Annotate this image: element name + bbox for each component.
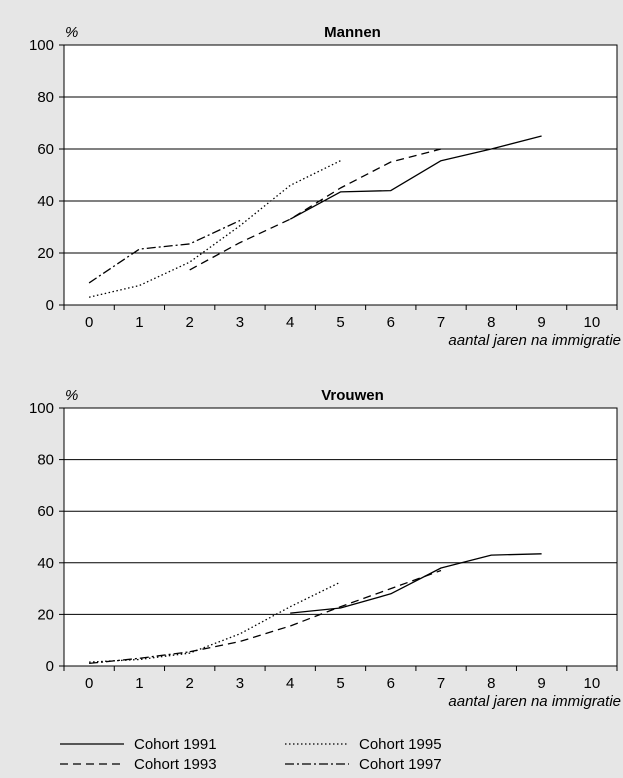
chart-title: Mannen — [324, 24, 381, 41]
legend-label: Cohort 1991 — [134, 735, 217, 753]
legend-swatch-solid — [60, 743, 124, 745]
legend: Cohort 1991 Cohort 1995 Cohort 1993 Coho… — [60, 726, 600, 776]
x-tick-label: 0 — [85, 314, 93, 331]
x-axis-label: aantal jaren na immigratie — [448, 693, 621, 710]
legend-item-cohort-1993: Cohort 1993 — [60, 754, 217, 774]
legend-swatch-dashdot — [285, 763, 349, 765]
legend-item-cohort-1997: Cohort 1997 — [285, 754, 442, 774]
x-tick-label: 1 — [135, 314, 143, 331]
x-tick-label: 7 — [437, 675, 445, 692]
x-tick-label: 10 — [584, 314, 601, 331]
series-line-cohort-1991 — [290, 553, 542, 614]
x-tick-label: 4 — [286, 314, 294, 331]
y-tick-label: 100 — [29, 400, 54, 417]
x-tick-label: 5 — [336, 675, 344, 692]
legend-label: Cohort 1993 — [134, 755, 217, 773]
y-tick-label: 40 — [37, 555, 54, 572]
x-tick-label: 7 — [437, 314, 445, 331]
y-axis-label: % — [65, 24, 78, 41]
series-line-cohort-1995 — [89, 581, 341, 663]
series-line-cohort-1993 — [189, 569, 442, 653]
plot-area — [63, 44, 618, 306]
y-tick-label: 60 — [37, 141, 54, 158]
x-tick-label: 8 — [487, 675, 495, 692]
chart-title: Vrouwen — [321, 387, 384, 404]
legend-swatch-dashed — [60, 763, 124, 765]
y-tick-label: 100 — [29, 37, 54, 54]
legend-label: Cohort 1997 — [359, 755, 442, 773]
chart-vrouwen: 0 20 40 60 80 100 0 1 2 3 4 5 6 7 8 9 10% aantal jaren na… — [29, 387, 621, 710]
y-tick-label: 40 — [37, 193, 54, 210]
series-line-cohort-1991 — [289, 135, 542, 220]
x-tick-label: 8 — [487, 314, 495, 331]
x-tick-label: 2 — [186, 314, 194, 331]
legend-item-cohort-1995: Cohort 1995 — [285, 734, 442, 754]
legend-swatch-dotted — [285, 743, 349, 745]
x-axis-label: aantal jaren na immigratie — [448, 332, 621, 349]
x-tick-label: 10 — [584, 675, 601, 692]
x-tick-label: 0 — [85, 675, 93, 692]
y-tick-label: 20 — [37, 245, 54, 262]
legend-label: Cohort 1995 — [359, 735, 442, 753]
series-line-cohort-1997 — [88, 219, 241, 284]
y-tick-label: 60 — [37, 503, 54, 520]
chart-mannen: 0 20 40 60 80 100 0 1 2 3 4 5 6 7 8 9 10% aantal jaren na… — [29, 24, 621, 349]
x-tick-label: 3 — [236, 675, 244, 692]
y-axis-label: % — [65, 387, 78, 404]
x-tick-label: 9 — [537, 314, 545, 331]
x-tick-label: 6 — [387, 675, 395, 692]
series-line-cohort-1993 — [189, 148, 442, 271]
y-tick-label: 80 — [37, 89, 54, 106]
x-tick-label: 4 — [286, 675, 294, 692]
x-tick-label: 2 — [186, 675, 194, 692]
x-tick-label: 6 — [387, 314, 395, 331]
y-tick-label: 20 — [37, 606, 54, 623]
y-tick-label: 0 — [46, 658, 54, 675]
y-tick-label: 0 — [46, 297, 54, 314]
x-tick-label: 5 — [336, 314, 344, 331]
x-tick-label: 3 — [236, 314, 244, 331]
x-tick-label: 9 — [537, 675, 545, 692]
x-tick-label: 1 — [135, 675, 143, 692]
y-tick-label: 80 — [37, 452, 54, 469]
plot-area — [63, 407, 618, 667]
legend-item-cohort-1991: Cohort 1991 — [60, 734, 217, 754]
